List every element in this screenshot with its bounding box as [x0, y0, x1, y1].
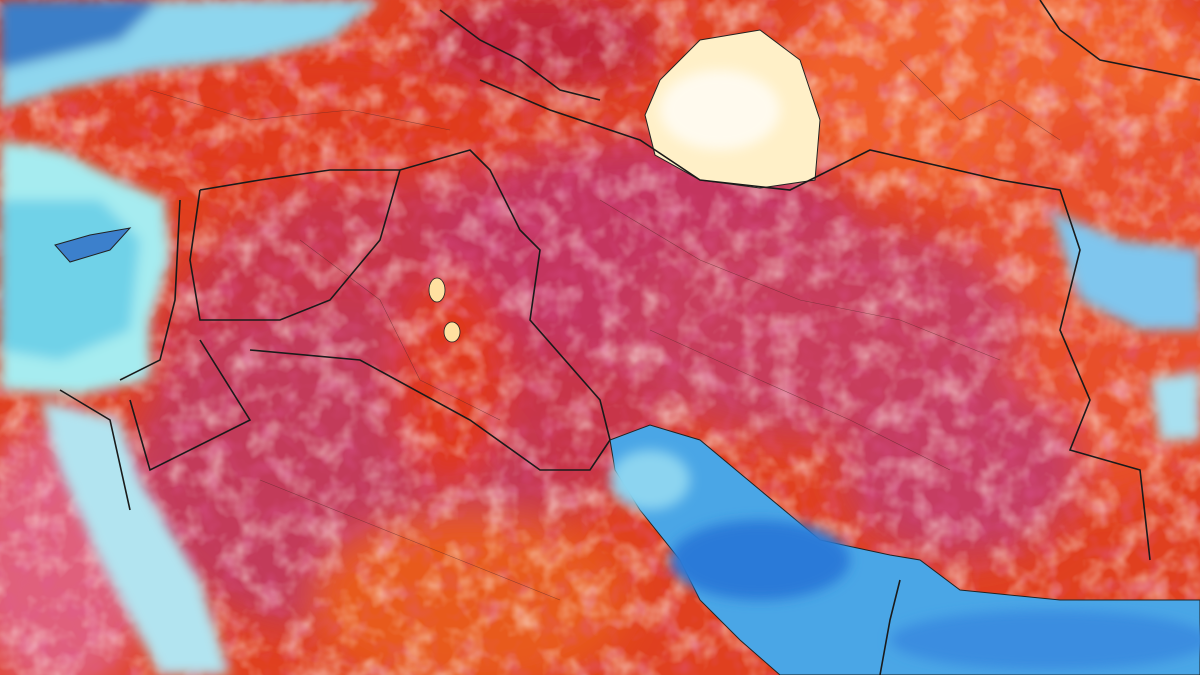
borders — [59, 0, 1200, 675]
province-lines — [149, 59, 1061, 601]
lake — [443, 321, 461, 343]
cyprus — [54, 227, 132, 263]
lake — [428, 277, 446, 303]
gulf-shading — [610, 450, 1200, 670]
caspian-core — [660, 70, 780, 150]
